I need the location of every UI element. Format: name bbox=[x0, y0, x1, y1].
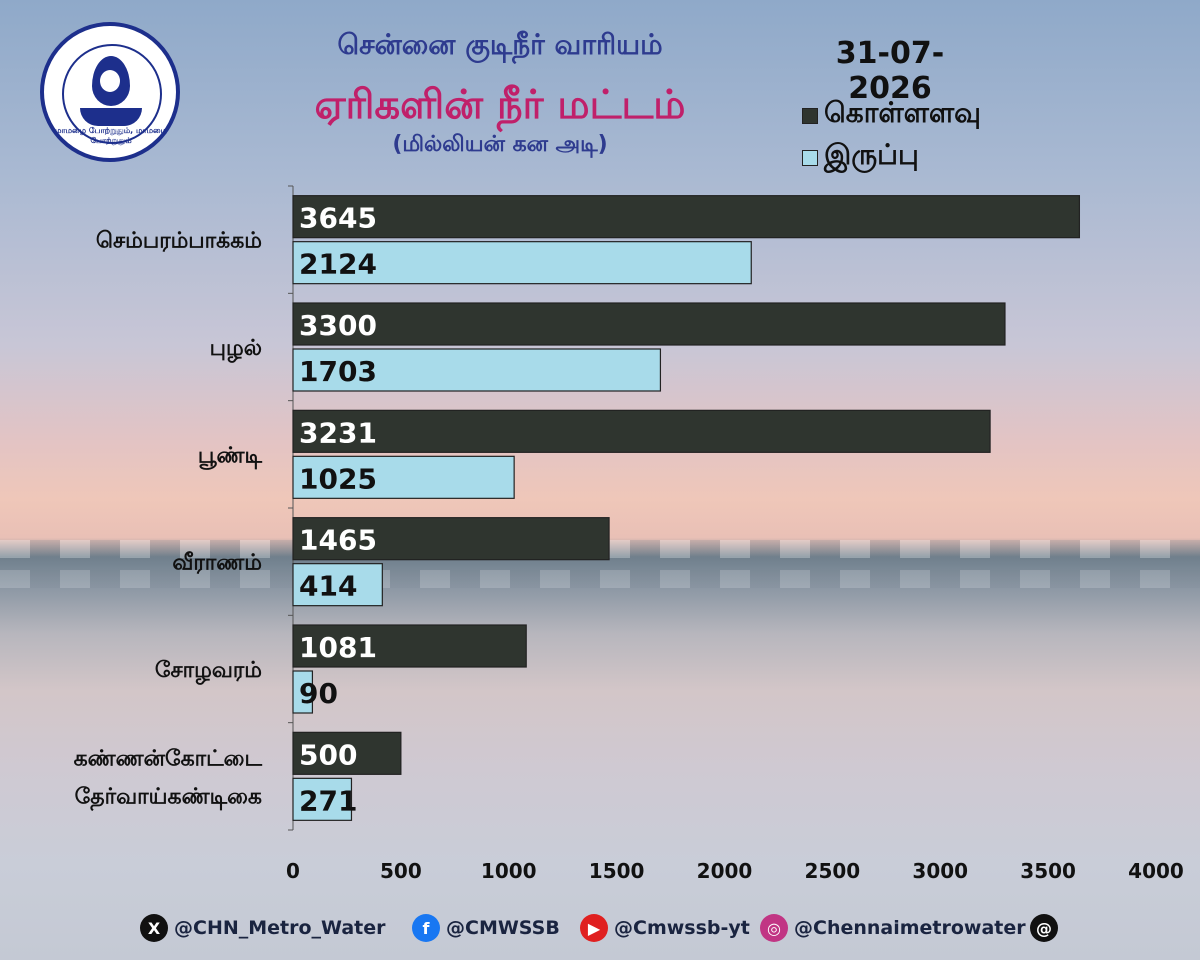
org-title: சென்னை குடிநீர் வாரியம் bbox=[337, 28, 663, 61]
category-label: புழல் bbox=[210, 336, 262, 363]
category-label-line: வீராணம் bbox=[172, 551, 262, 576]
youtube-icon: ▶ bbox=[580, 914, 608, 942]
bar-capacity bbox=[292, 517, 610, 561]
social-link[interactable]: X @CHN_Metro_Water bbox=[140, 910, 386, 946]
bar-storage bbox=[292, 563, 383, 607]
instagram-icon: ◎ bbox=[760, 914, 788, 942]
cmwssb-logo: மாமழை போற்றுதும், மாமழை போற்றுதும் bbox=[40, 22, 180, 162]
bar-capacity bbox=[292, 302, 1006, 346]
social-link[interactable]: f @CMWSSB bbox=[412, 910, 560, 946]
x-tick-label: 1000 bbox=[481, 859, 537, 883]
logo-motto: மாமழை போற்றுதும், மாமழை போற்றுதும் bbox=[54, 126, 168, 145]
bar-storage bbox=[292, 348, 662, 392]
bar-capacity bbox=[292, 195, 1081, 239]
social-handle: @CHN_Metro_Water bbox=[174, 917, 386, 939]
category-label-line: சோழவரம் bbox=[155, 658, 262, 685]
bar-capacity bbox=[292, 409, 991, 453]
category-label: கண்ணன்கோட்டை தேர்வாய்கண்டிகை bbox=[74, 746, 263, 811]
category-label: சோழவரம் bbox=[155, 658, 262, 685]
legend-swatch-storage bbox=[802, 150, 818, 166]
x-tick-label: 1500 bbox=[589, 859, 645, 883]
data-label-storage: 2124 bbox=[299, 248, 377, 281]
threads-icon: @ bbox=[1030, 914, 1058, 942]
bar-storage bbox=[292, 455, 515, 499]
data-label-storage: 414 bbox=[299, 570, 357, 603]
bar-storage bbox=[292, 241, 752, 285]
social-handle: @Cmwssb-yt bbox=[614, 917, 750, 939]
social-footer: X @CHN_Metro_Water f @CMWSSB ▶ @Cmwssb-yt ◎ @Ch… bbox=[140, 910, 1060, 946]
category-label-line: பூண்டி bbox=[198, 443, 263, 470]
legend-swatch-capacity bbox=[802, 108, 818, 124]
x-tick-label: 2500 bbox=[805, 859, 861, 883]
category-label: வீராணம் bbox=[172, 551, 262, 576]
x-tick-label: 500 bbox=[380, 859, 422, 883]
data-label-capacity: 3300 bbox=[299, 309, 377, 342]
chart-title: ஏரிகளின் நீர் மட்டம் bbox=[314, 82, 686, 128]
data-label-storage: 1703 bbox=[299, 355, 377, 388]
x-tick-label: 4000 bbox=[1128, 859, 1184, 883]
data-label-capacity: 500 bbox=[299, 738, 357, 771]
bowl-icon bbox=[80, 108, 142, 126]
bar-capacity bbox=[292, 624, 527, 668]
social-handle: @Chennaimetrowater bbox=[794, 917, 1026, 939]
category-label-line: கண்ணன்கோட்டை bbox=[74, 746, 263, 771]
category-label-line: செம்பரம்பாக்கம் bbox=[96, 229, 262, 254]
social-link[interactable]: ▶ @Cmwssb-yt bbox=[580, 910, 750, 946]
unit-subtitle: (மில்லியன் கன அடி) bbox=[392, 132, 608, 157]
data-label-storage: 1025 bbox=[299, 462, 377, 495]
x-tick-label: 2000 bbox=[697, 859, 753, 883]
legend-label-capacity: கொள்ளளவு bbox=[824, 96, 981, 129]
x-icon: X bbox=[140, 914, 168, 942]
x-tick-label: 0 bbox=[286, 859, 300, 883]
legend-label-storage: இருப்பு bbox=[824, 138, 919, 171]
report-date: 31-07-2026 bbox=[835, 36, 945, 106]
facebook-icon: f bbox=[412, 914, 440, 942]
social-link[interactable]: ◎ @Chennaimetrowater bbox=[760, 910, 1026, 946]
category-label: செம்பரம்பாக்கம் bbox=[96, 229, 262, 254]
data-label-capacity: 1081 bbox=[299, 631, 377, 664]
bar-capacity bbox=[292, 731, 402, 775]
data-label-capacity: 1465 bbox=[299, 524, 377, 557]
category-label: பூண்டி bbox=[198, 443, 263, 470]
social-handle: @CMWSSB bbox=[446, 917, 560, 939]
bar-storage bbox=[292, 777, 353, 821]
category-label-line: தேர்வாய்கண்டிகை bbox=[75, 784, 262, 811]
data-label-capacity: 3645 bbox=[299, 202, 377, 235]
data-label-capacity: 3231 bbox=[299, 416, 377, 449]
bar-storage bbox=[292, 670, 314, 714]
data-label-storage: 90 bbox=[299, 677, 338, 710]
logo-ring bbox=[62, 44, 162, 144]
x-tick-label: 3500 bbox=[1020, 859, 1076, 883]
water-drop-highlight bbox=[100, 70, 120, 92]
social-link[interactable]: @ bbox=[1030, 910, 1064, 946]
x-tick-label: 3000 bbox=[912, 859, 968, 883]
category-label-line: புழல் bbox=[210, 336, 262, 363]
data-label-storage: 271 bbox=[299, 784, 357, 817]
bar-chart: செம்பரம்பாக்கம் 3645 2124 புழல் 3300 1703 பூண்… bbox=[74, 185, 1184, 883]
